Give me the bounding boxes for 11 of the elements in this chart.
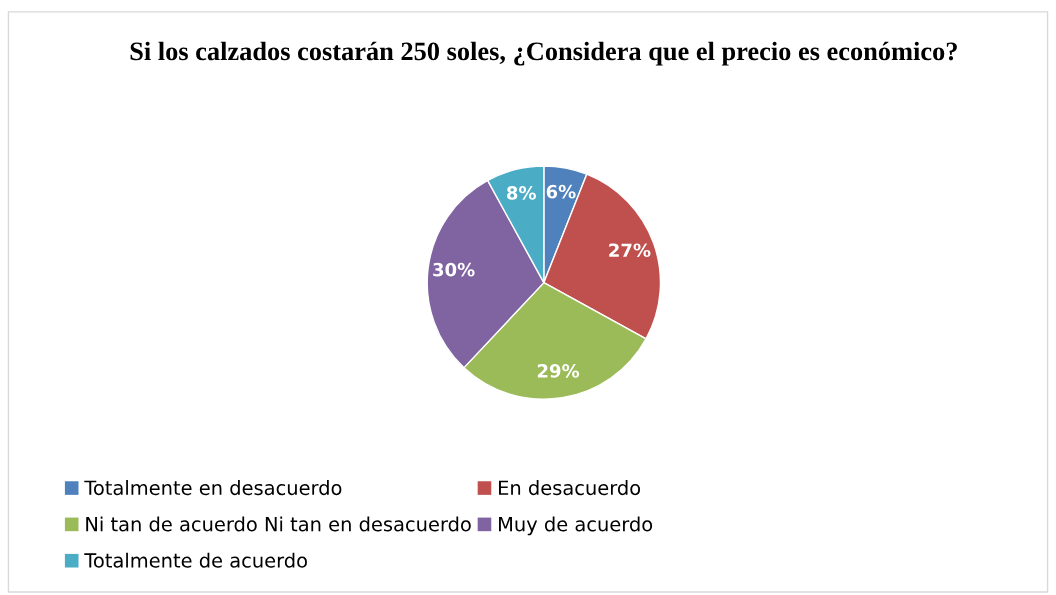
data-label: 29% [537, 364, 580, 378]
data-label: 6% [546, 184, 576, 199]
legend-label: Totalmente de acuerdo [84, 552, 307, 568]
legend-label: Muy de acuerdo [499, 516, 653, 536]
data-label: 27% [609, 243, 651, 258]
data-label: 30% [433, 262, 475, 277]
legend-label: Ni tan de acuerdo Ni tan en desacuerdo [86, 516, 471, 532]
data-label: 8% [506, 186, 536, 200]
chart-title: Si los calzados costarán 250 soles, ¿Considera que el precio es económico? [130, 41, 957, 66]
legend-label: Totalmente en desacuerdo [84, 480, 342, 496]
legend-label: En desacuerdo [499, 480, 641, 496]
